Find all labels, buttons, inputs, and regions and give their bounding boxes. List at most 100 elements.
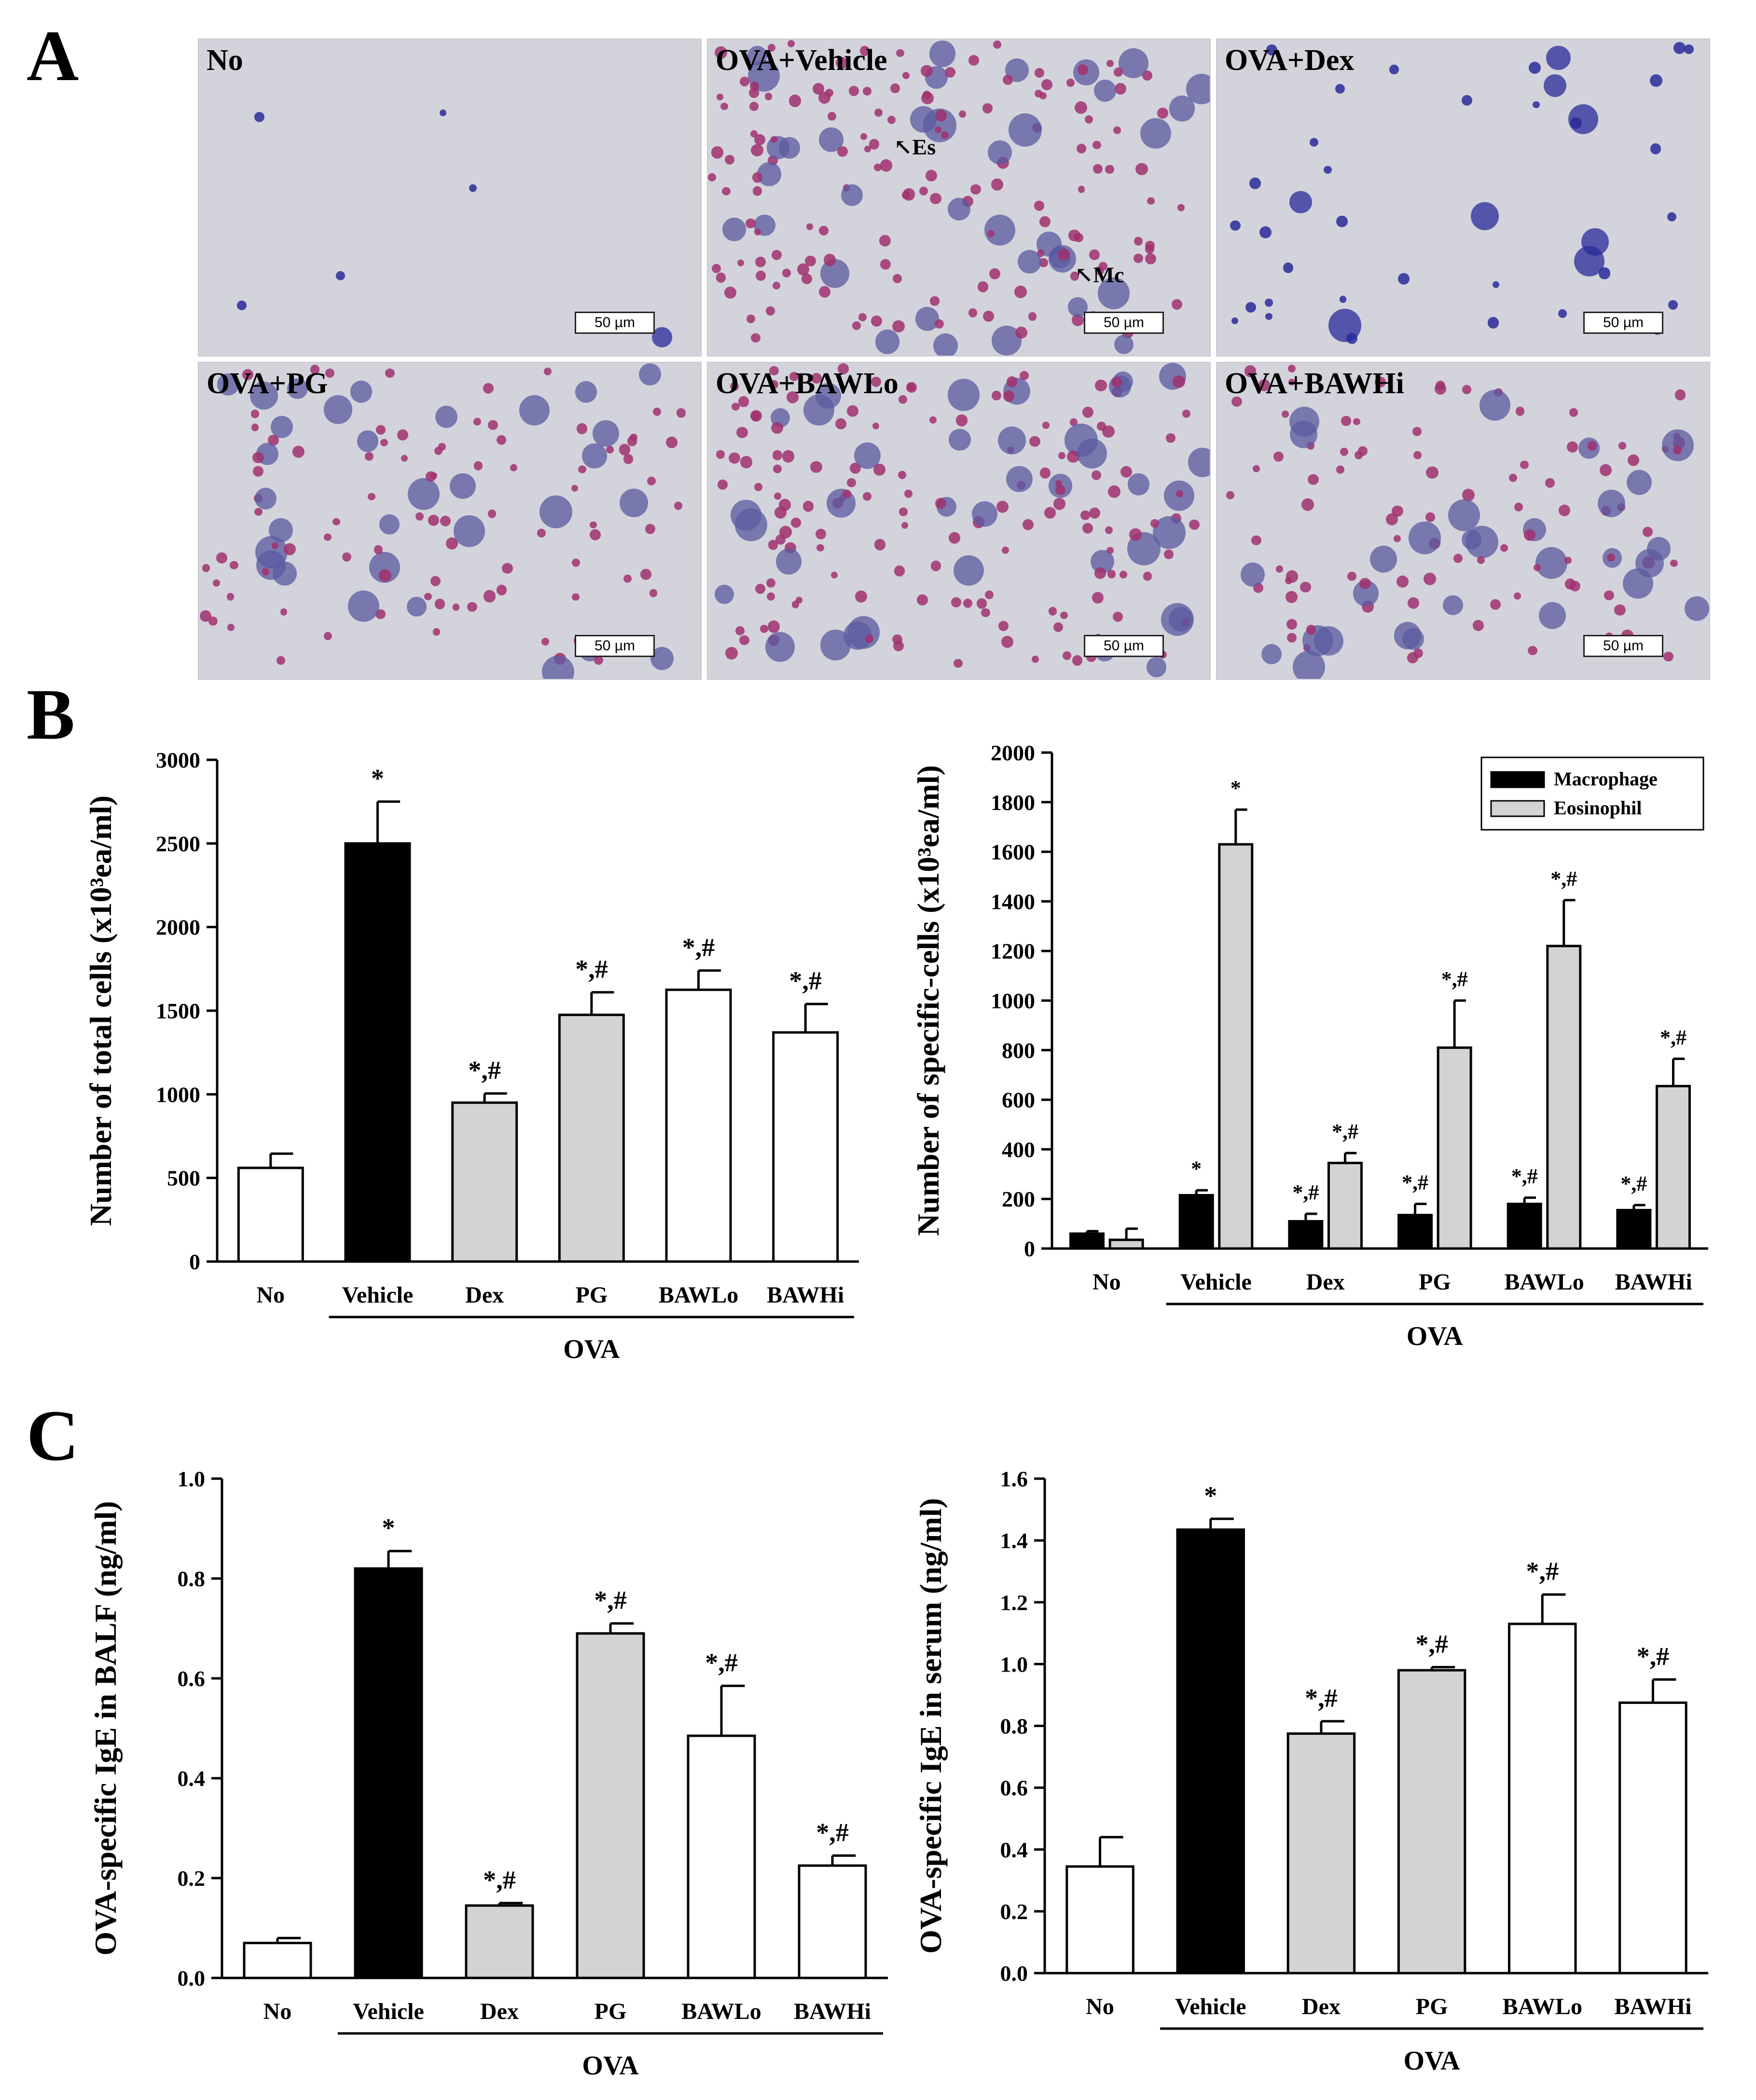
cell-dot [954,659,963,668]
cell-dot [1182,410,1191,418]
cell-dot [1514,592,1521,600]
y-tick-label: 1.0 [178,1467,206,1491]
cell-dot [752,172,763,183]
y-axis-label: Number of specific-cells (x10³ea/ml) [911,765,945,1236]
cell-dot [284,543,296,556]
cell-dot [1111,376,1122,387]
cell-dot [1287,364,1296,372]
cell-dot [1143,571,1152,581]
cell-dot [272,542,279,549]
cell-dot [810,461,822,473]
cell-dot [715,46,728,59]
cell-dot [721,187,731,196]
cell-dot [968,308,978,317]
cell-dot [1028,312,1037,321]
cell-dot [842,490,851,499]
cell-dot [496,585,507,595]
cell-dot [1545,478,1555,488]
cell-dot [887,115,896,124]
cell-dot [434,446,442,455]
cell-dot [473,417,481,425]
cell-dot [1290,421,1317,448]
cell-dot [852,321,861,330]
x-tick-label: Dex [1306,1269,1345,1295]
cell-dot [1393,535,1401,542]
cell-dot [767,620,780,633]
cell-dot [483,590,496,603]
cell-dot [510,464,517,472]
cell-dot [1273,452,1284,462]
cell-dot [415,512,424,521]
cell-dot [1249,178,1261,189]
cell-dot [1490,599,1501,610]
x-tick-label: PG [576,1282,608,1308]
cell-dot [874,539,886,550]
cell-dot [1359,577,1371,590]
cell-dot [1063,651,1072,660]
cell-dot [666,437,678,449]
cell-dot [987,140,1012,165]
cell-dot [1080,510,1091,521]
cell-dot [1635,549,1664,577]
cell-dot [487,509,497,518]
significance-label: *,# [1292,1180,1319,1204]
cell-dot [898,470,906,479]
cell-dot [606,445,614,453]
cell-dot [1266,44,1278,55]
bar [687,1734,756,1979]
cell-dot [571,484,579,492]
cell-dot [647,477,656,486]
chart-ige-serum: 0.0 0.2 0.4 0.6 0.8 1.0 1.2 1.4 1.6 OVA-specific … [913,1467,1708,2076]
cell-dot [365,452,373,461]
cell-dot [996,500,1009,513]
cell-dot [754,482,762,491]
cell-dot [1324,165,1332,174]
cell-dot [750,82,759,91]
bar [1397,1214,1433,1250]
significance-label: *,# [682,933,715,962]
cell-dot [216,552,227,563]
scale-bar: 50 µm [1583,635,1663,657]
cell-dot [899,508,908,517]
cell-dot [947,379,980,411]
y-tick-label: 600 [1002,1088,1035,1112]
cell-dot [921,92,934,105]
cell-dot [1471,202,1499,230]
cell-dot [256,550,286,580]
cell-dot [572,593,580,601]
significance-label: * [371,764,384,793]
x-tick-label: PG [595,1999,627,2024]
significance-label: *,# [1511,1165,1538,1188]
cell-dot [401,455,408,462]
cell-dot [252,452,264,464]
cell-dot [1165,433,1176,443]
cell-dot [1240,562,1265,587]
cell-dot [202,564,210,572]
cell-dot [1392,505,1404,517]
cell-dot [933,333,958,356]
cell-dot [380,439,388,447]
cell-dot [782,450,794,463]
cell-dot [1053,498,1065,510]
x-tick-label: Vehicle [353,1999,424,2024]
cell-dot [619,444,631,455]
scale-bar: 50 µm [1084,312,1164,334]
x-tick-label: Vehicle [1175,1994,1246,2019]
cell-dot [1288,378,1296,386]
cell-dot [838,363,849,374]
cell-dot [786,391,799,404]
cell-dot [1462,488,1475,501]
cell-dot [1453,554,1463,563]
cell-dot [1006,376,1018,387]
cell-dot [874,163,882,171]
cell-dot [892,634,902,645]
y-tick-label: 0.8 [178,1566,206,1591]
cell-dot [1389,64,1399,74]
cell-dot [1341,415,1351,426]
cell-dot [1105,526,1113,535]
significance-label: *,# [1441,967,1468,991]
cell-dot [280,608,288,616]
cell-dot [620,489,648,517]
scale-bar: 50 µm [1084,635,1164,657]
cell-dot [752,186,762,196]
